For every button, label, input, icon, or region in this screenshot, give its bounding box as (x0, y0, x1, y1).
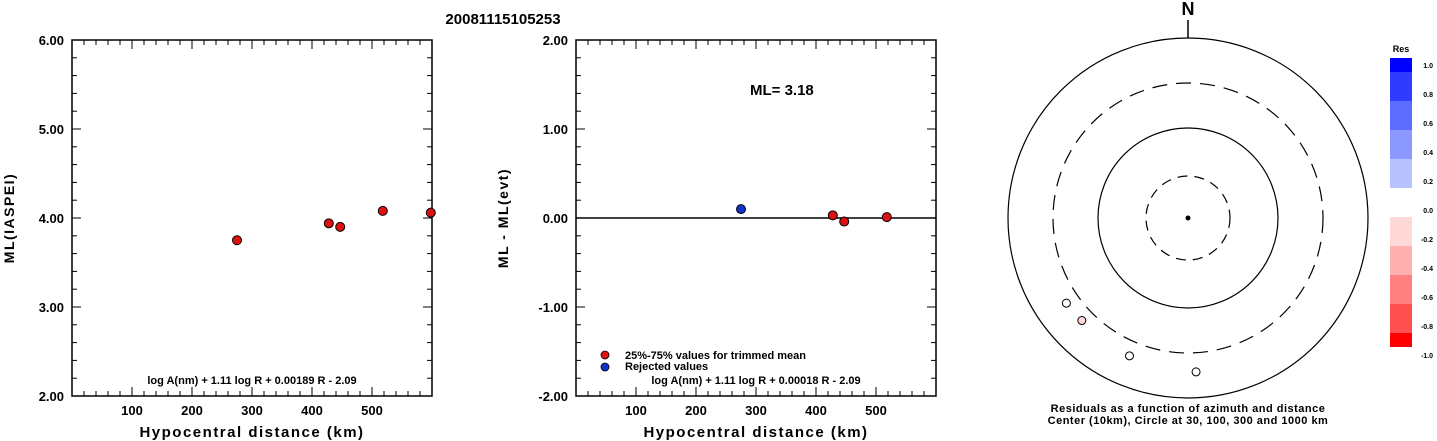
data-points (736, 204, 892, 227)
x-tick-label: 500 (865, 403, 887, 418)
x-tick-label: 300 (241, 403, 263, 418)
formula-label: log A(nm) + 1.11 log R + 0.00018 R - 2.0… (651, 375, 860, 387)
legend-marker-trimmed (600, 350, 610, 360)
data-point (827, 210, 838, 221)
data-point (881, 212, 892, 223)
y-tick-label: 4.00 (39, 211, 64, 226)
data-point (232, 235, 242, 246)
x-tick-label: 400 (805, 403, 827, 418)
colorbar-label: 0.6 (1423, 121, 1433, 128)
x-tick-label: 100 (625, 403, 647, 418)
y-tick-label: 2.00 (39, 389, 64, 404)
data-point (736, 204, 746, 215)
data-point (425, 207, 436, 218)
epicenter-marker (1185, 215, 1191, 221)
formula-label: log A(nm) + 1.11 log R + 0.00189 R - 2.0… (147, 375, 356, 387)
data-point (323, 218, 334, 229)
colorbar-label: -0.2 (1421, 237, 1433, 244)
colorbar-label: -1.0 (1421, 353, 1433, 360)
colorbar-segment (1390, 188, 1412, 217)
y-tick-label: 0.00 (543, 211, 568, 226)
colorbar-label: 0.8 (1423, 92, 1433, 99)
y-tick-label: 2.00 (543, 33, 568, 48)
colorbar-segment (1390, 246, 1412, 275)
colorbar-segment (1390, 333, 1412, 347)
data-point (335, 221, 346, 232)
residual-vs-distance-panel: 100 200 300 400 500 -2.00 -1.00 0.00 1.00 2.00 ML… (495, 33, 937, 441)
data-point (377, 205, 388, 216)
colorbar-segment (1390, 101, 1412, 130)
colorbar-segment (1390, 217, 1412, 246)
polar-caption-1: Residuals as a function of azimuth and d… (1051, 403, 1326, 415)
colorbar-segment (1390, 130, 1412, 159)
colorbar-segment (1390, 58, 1412, 72)
station-marker (1191, 367, 1201, 377)
page-title: 20081115105253 (445, 11, 560, 28)
colorbar-segment (1390, 304, 1412, 333)
x-tick-label: 500 (361, 403, 383, 418)
ring-100km (1097, 127, 1279, 309)
colorbar-title: Res (1393, 44, 1410, 54)
y-tick-label: 6.00 (39, 33, 64, 48)
colorbar-label: -0.4 (1421, 266, 1433, 273)
x-axis-label: Hypocentral distance (km) (139, 424, 364, 441)
ml-annotation: ML= 3.18 (750, 82, 814, 99)
y-axis-label: ML - ML(evt) (495, 168, 511, 268)
x-tick-label: 200 (685, 403, 707, 418)
data-points (232, 205, 436, 246)
axis-ticks: 100 200 300 400 500 2.00 3.00 4.00 5.00 6.00 (39, 33, 432, 418)
legend-label-trimmed: 25%-75% values for trimmed mean (625, 350, 806, 362)
station-marker (1061, 298, 1071, 308)
station-marker (1124, 351, 1134, 361)
x-tick-label: 400 (301, 403, 323, 418)
y-tick-label: 3.00 (39, 300, 64, 315)
colorbar-label: -0.8 (1421, 324, 1433, 331)
ring-1000km (1007, 37, 1369, 399)
station-markers (1061, 298, 1201, 377)
colorbar-label: 0.0 (1423, 208, 1433, 215)
plot-frame (71, 39, 433, 397)
azimuth-residual-panel: N Residuals as a function of azimuth and… (1007, 0, 1433, 427)
colorbar-label: 1.0 (1423, 63, 1433, 70)
north-label: N (1182, 0, 1195, 19)
y-tick-label: 5.00 (39, 122, 64, 137)
y-tick-label: -2.00 (538, 389, 568, 404)
y-axis-label: ML(IASPEI) (1, 173, 17, 263)
colorbar-label: 0.4 (1423, 150, 1433, 157)
polar-caption-2: Center (10km), Circle at 30, 100, 300 an… (1048, 415, 1329, 427)
y-tick-label: -1.00 (538, 300, 568, 315)
x-tick-label: 300 (745, 403, 767, 418)
colorbar-label: -0.6 (1421, 295, 1433, 302)
ring-30km (1145, 175, 1231, 261)
axis-ticks: 100 200 300 400 500 -2.00 -1.00 0.00 1.00 2.00 (538, 33, 936, 418)
data-point (839, 216, 850, 227)
colorbar-segment (1390, 159, 1412, 188)
x-axis-label: Hypocentral distance (km) (643, 424, 868, 441)
colorbar-label: 0.2 (1423, 179, 1433, 186)
station-marker (1077, 316, 1087, 326)
x-tick-label: 200 (181, 403, 203, 418)
x-tick-label: 100 (121, 403, 143, 418)
legend-marker-rejected (600, 362, 610, 372)
colorbar-segment (1390, 275, 1412, 304)
legend-label-rejected: Rejected values (625, 361, 708, 373)
y-tick-label: 1.00 (543, 122, 568, 137)
ring-300km (1052, 82, 1324, 354)
ml-vs-distance-panel: 100 200 300 400 500 2.00 3.00 4.00 5.00 6.00 log … (1, 33, 436, 441)
colorbar-segment (1390, 72, 1412, 101)
colorbar: 1.0 0.8 0.6 0.4 0.2 0.0 -0.2 -0.4 -0.6 -0.8 -1.0 (1390, 58, 1433, 360)
